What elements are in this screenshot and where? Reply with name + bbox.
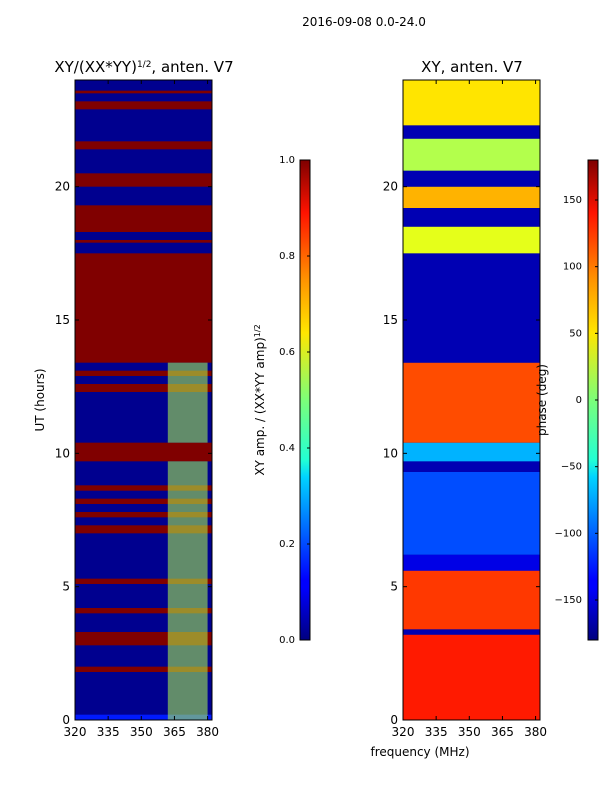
y-tick-label: 20 <box>383 180 398 194</box>
heatmap-band <box>75 101 212 110</box>
amplitude-colorbar: 0.0 0.2 0.4 0.6 0.8 1.0 XY amp. / (XX*YY amp)… <box>253 155 311 646</box>
heatmap-band <box>403 461 540 472</box>
y-tick-label: 5 <box>390 580 398 594</box>
phase-plot-frame <box>402 79 541 721</box>
heatmap-band <box>75 384 212 392</box>
amplitude-colorbar-ticks: 0.0 0.2 0.4 0.6 0.8 1.0 <box>279 155 310 646</box>
y-tick-label: 15 <box>55 313 70 327</box>
amplitude-panel-title: XY/(XX*YY)1/2, anten. V7 <box>54 58 233 76</box>
x-tick-label: 350 <box>130 725 153 739</box>
colorbar-tick-label: 100 <box>563 262 582 273</box>
heatmap-band <box>75 714 212 720</box>
heatmap-band <box>403 208 540 227</box>
x-tick-label: 350 <box>458 725 481 739</box>
x-tick-label: 335 <box>97 725 120 739</box>
colorbar-tick-label: 0 <box>576 395 582 406</box>
heatmap-band <box>75 370 212 376</box>
amplitude-x-axis: 320 335 350 365 380 <box>64 80 219 739</box>
heatmap-band <box>403 362 540 443</box>
colorbar-tick-label: 0.8 <box>279 251 295 262</box>
heatmap-band <box>75 141 212 150</box>
heatmap-band <box>403 186 540 208</box>
heatmap-band <box>403 442 540 462</box>
colorbar-tick-label: 0.2 <box>279 539 295 550</box>
phase-colorbar: 150 100 50 0 −50 −100 −150 phase (deg) <box>535 159 599 641</box>
heatmap-band <box>75 240 212 243</box>
y-tick-label: 15 <box>383 313 398 327</box>
phase-panel: XY, anten. V7 320 335 350 365 380 0 5 10 15 20 f… <box>370 58 547 759</box>
figure-suptitle: 2016-09-08 0.0-24.0 <box>302 15 426 29</box>
heatmap-band <box>75 512 212 518</box>
colorbar-tick-label: 0.4 <box>279 443 295 454</box>
colorbar-tick-label: −150 <box>555 595 582 606</box>
amplitude-y-axis-label: UT (hours) <box>33 368 47 431</box>
heatmap-band <box>75 205 212 232</box>
colorbar-tick-label: −100 <box>555 528 582 539</box>
y-tick-label: 10 <box>55 446 70 460</box>
heatmap-band <box>75 90 212 94</box>
phase-colorbar-ticks: 150 100 50 0 −50 −100 −150 <box>555 195 598 606</box>
heatmap-band <box>75 608 212 614</box>
colorbar-tick-label: 1.0 <box>279 155 295 166</box>
phase-y-axis: 0 5 10 15 20 <box>383 180 540 727</box>
amplitude-panel: XY/(XX*YY)1/2, anten. V7 320 335 350 365 380… <box>33 58 234 739</box>
amplitude-heatmap <box>75 90 212 720</box>
heatmap-band <box>403 138 540 171</box>
x-tick-label: 380 <box>196 725 219 739</box>
x-tick-label: 365 <box>163 725 186 739</box>
heatmap-band <box>403 125 540 139</box>
heatmap-band <box>75 485 212 491</box>
colorbar-tick-label: 50 <box>569 328 582 339</box>
phase-panel-title: XY, anten. V7 <box>421 58 523 76</box>
heatmap-band <box>75 442 212 462</box>
heatmap-band <box>75 666 212 672</box>
x-tick-label: 380 <box>524 725 547 739</box>
heatmap-hot-region <box>167 461 208 720</box>
heatmap-band <box>75 498 212 504</box>
heatmap-band <box>403 80 540 126</box>
amplitude-y-axis: 0 5 10 15 20 <box>55 180 212 727</box>
y-tick-label: 10 <box>383 446 398 460</box>
x-tick-label: 320 <box>64 725 87 739</box>
y-tick-label: 0 <box>62 713 70 727</box>
phase-colorbar-label: phase (deg) <box>535 364 549 436</box>
heatmap-band <box>403 570 540 630</box>
colorbar-tick-label: 0.6 <box>279 347 295 358</box>
y-tick-label: 5 <box>62 580 70 594</box>
heatmap-hot-region <box>167 362 208 443</box>
heatmap-band <box>403 634 540 720</box>
heatmap-band <box>403 253 540 363</box>
heatmap-band <box>403 554 540 571</box>
heatmap-band <box>403 226 540 254</box>
heatmap-band <box>75 173 212 187</box>
x-tick-label: 335 <box>425 725 448 739</box>
amplitude-colorbar-label: XY amp. / (XX*YY amp)1/2 <box>253 324 268 475</box>
y-tick-label: 20 <box>55 180 70 194</box>
colorbar-tick-label: 150 <box>563 195 582 206</box>
heatmap-band <box>75 578 212 584</box>
x-tick-label: 320 <box>392 725 415 739</box>
colorbar-tick-label: 0.0 <box>279 635 295 646</box>
y-tick-label: 0 <box>390 713 398 727</box>
phase-x-axis: 320 335 350 365 380 <box>392 80 547 739</box>
heatmap-band <box>403 170 540 187</box>
x-tick-label: 365 <box>491 725 514 739</box>
phase-heatmap <box>403 80 540 720</box>
frequency-axis-label: frequency (MHz) <box>370 745 469 759</box>
heatmap-band <box>403 472 540 555</box>
amplitude-colorbar-gradient <box>299 159 311 641</box>
amplitude-plot-frame <box>74 79 213 721</box>
heatmap-band <box>75 253 212 363</box>
heatmap-band <box>403 629 540 635</box>
heatmap-band <box>75 525 212 534</box>
colorbar-tick-label: −50 <box>561 462 582 473</box>
